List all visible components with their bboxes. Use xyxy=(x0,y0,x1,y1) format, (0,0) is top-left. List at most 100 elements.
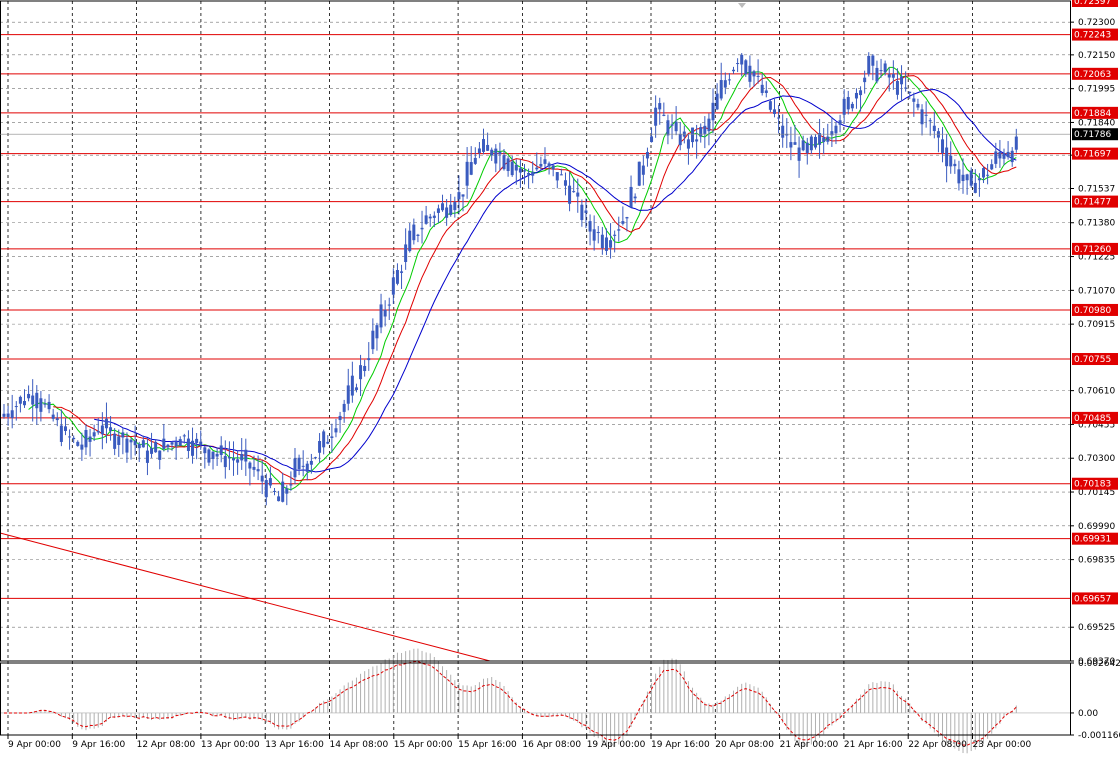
level-label-box xyxy=(1072,242,1118,255)
candle-body xyxy=(154,441,158,453)
candle-body xyxy=(125,438,129,453)
level-label-box xyxy=(1072,411,1118,424)
candle-body xyxy=(215,453,219,457)
trend-line-segment xyxy=(0,532,491,662)
level-label-box xyxy=(1072,303,1118,316)
candle-body xyxy=(469,162,473,175)
price-tick-label: 0.71995 xyxy=(1078,85,1115,95)
candle-body xyxy=(248,462,252,469)
level-label: 0.72243 xyxy=(1074,31,1111,41)
price-tick-label: 0.71537 xyxy=(1078,185,1115,195)
candle-body xyxy=(633,196,637,199)
candle-body xyxy=(109,427,113,431)
time-label: 20 Apr 08:00 xyxy=(715,740,774,750)
current-price-label: 0.71786 xyxy=(1074,130,1111,140)
indicator-tick-label: 0.002642 xyxy=(1078,659,1120,669)
candle-body xyxy=(449,204,453,216)
time-axis: 9 Apr 00:00 9 Apr 16:00 12 Apr 08:00 13 Apr… xyxy=(7,735,1031,750)
time-label: 21 Apr 00:00 xyxy=(780,740,839,750)
candle-body xyxy=(59,425,63,442)
candle-body xyxy=(2,413,6,417)
candle-body xyxy=(494,148,498,164)
candle-body xyxy=(744,60,748,75)
candle-body xyxy=(809,136,813,151)
candle-body xyxy=(76,441,80,446)
candle-body xyxy=(826,136,830,142)
current-price-marker: 0.71786 xyxy=(0,128,1118,141)
candle-body xyxy=(227,457,231,459)
candle-body xyxy=(965,174,969,181)
candle-body xyxy=(346,385,350,404)
candle-body xyxy=(604,237,608,251)
candle-body xyxy=(715,93,719,110)
candle-body xyxy=(113,433,117,449)
candle-body xyxy=(887,74,891,78)
time-label: 16 Apr 08:00 xyxy=(522,740,581,750)
level-label-box xyxy=(1072,353,1118,366)
candle-body xyxy=(588,221,592,232)
candle-body xyxy=(191,440,195,456)
candle-body xyxy=(88,436,92,442)
candle-body xyxy=(240,453,244,461)
candle-body xyxy=(818,133,822,145)
candle-body xyxy=(219,445,223,455)
candle-body xyxy=(850,103,854,109)
candle-body xyxy=(289,484,293,486)
candle-body xyxy=(244,449,248,462)
candle-body xyxy=(674,121,678,132)
level-labels: 0.72397 0.72243 0.72063 0.71884 0.71697 0.714… xyxy=(1072,0,1118,605)
candle-body xyxy=(436,208,440,213)
indicator-pane xyxy=(0,648,1070,754)
price-tick-label: 0.70610 xyxy=(1078,387,1115,397)
candle-body xyxy=(621,221,625,224)
level-label-box xyxy=(1072,106,1118,119)
candle-body xyxy=(945,147,949,167)
candle-body xyxy=(268,478,272,486)
candle-body xyxy=(35,392,39,409)
trend-line[interactable] xyxy=(0,532,491,662)
candle-body xyxy=(650,136,654,143)
candle-body xyxy=(453,202,457,211)
candle-body xyxy=(961,174,965,182)
candle-body xyxy=(891,74,895,78)
ma-mid-line xyxy=(53,75,1017,482)
indicator-axis: 0.002642 0.00 -0.001166 xyxy=(1070,659,1120,741)
candle-body xyxy=(752,71,756,77)
candle-body xyxy=(908,91,912,94)
candle-body xyxy=(580,204,584,221)
indicator-tick-label: -0.001166 xyxy=(1078,731,1120,741)
candle-body xyxy=(670,124,674,126)
candle-body xyxy=(43,403,47,405)
candle-body xyxy=(104,418,108,429)
price-tick-label: 0.71225 xyxy=(1078,253,1115,263)
candle-body xyxy=(482,139,486,152)
level-label-box xyxy=(1072,195,1118,208)
candle-body xyxy=(613,234,617,236)
candle-body xyxy=(199,441,203,446)
candle-body xyxy=(973,182,977,193)
candle-body xyxy=(563,180,567,186)
candle-body xyxy=(412,224,416,241)
candle-body xyxy=(207,449,211,463)
candle-body xyxy=(1002,152,1006,159)
candle-body xyxy=(145,450,149,463)
candle-body xyxy=(68,436,72,438)
candle-body xyxy=(334,428,338,433)
candle-body xyxy=(510,161,514,176)
candle-body xyxy=(732,69,736,72)
candle-body xyxy=(301,465,305,467)
candle-body xyxy=(756,75,760,77)
time-label: 9 Apr 00:00 xyxy=(8,740,61,750)
candle-body xyxy=(211,451,215,459)
candle-body xyxy=(457,192,461,200)
candle-body xyxy=(805,142,809,153)
candle-body xyxy=(14,406,18,408)
price-tick-label: 0.70145 xyxy=(1078,488,1115,498)
candle-body xyxy=(637,161,641,186)
chart-frame xyxy=(0,0,1071,736)
candle-body xyxy=(441,203,445,211)
price-tick-label: 0.69835 xyxy=(1078,556,1115,566)
candle-body xyxy=(900,76,904,85)
candle-body xyxy=(1014,136,1018,150)
